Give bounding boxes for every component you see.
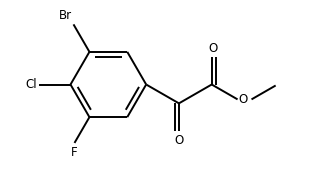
Text: O: O (174, 134, 183, 147)
Text: F: F (71, 146, 78, 159)
Text: Br: Br (59, 9, 72, 22)
Text: O: O (238, 93, 248, 106)
Text: O: O (208, 42, 217, 55)
Text: Cl: Cl (25, 78, 37, 91)
